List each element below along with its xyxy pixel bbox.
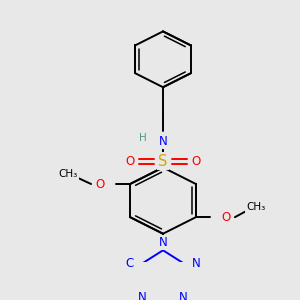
Text: O: O	[125, 155, 135, 168]
Text: C: C	[125, 257, 134, 270]
Text: CH₃: CH₃	[246, 202, 266, 212]
Text: O: O	[191, 155, 201, 168]
Text: H: H	[139, 133, 147, 143]
Text: N: N	[179, 291, 188, 300]
Text: S: S	[158, 154, 168, 169]
Text: O: O	[221, 211, 230, 224]
Text: CH₃: CH₃	[58, 169, 78, 178]
Text: N: N	[159, 236, 167, 249]
Text: O: O	[95, 178, 105, 190]
Text: N: N	[159, 135, 167, 148]
Text: N: N	[138, 291, 147, 300]
Text: N: N	[192, 257, 201, 270]
